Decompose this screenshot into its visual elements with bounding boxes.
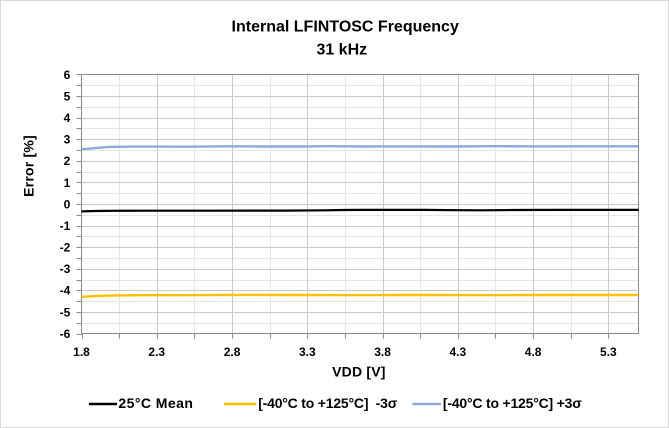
- svg-text:-2: -2: [60, 241, 71, 255]
- svg-text:-1: -1: [60, 219, 71, 233]
- svg-text:2.3: 2.3: [148, 345, 165, 359]
- svg-text:31 kHz: 31 kHz: [316, 41, 367, 58]
- svg-text:4.8: 4.8: [525, 345, 542, 359]
- svg-text:0: 0: [64, 197, 71, 211]
- svg-text:4: 4: [64, 111, 71, 125]
- svg-text:[-40°C to +125°C] -3σ: [-40°C to +125°C] -3σ: [258, 395, 398, 411]
- svg-text:3: 3: [64, 133, 71, 147]
- svg-text:4.3: 4.3: [450, 345, 467, 359]
- svg-text:5: 5: [64, 89, 71, 103]
- svg-text:VDD [V]: VDD [V]: [332, 363, 386, 379]
- svg-text:-6: -6: [60, 327, 71, 341]
- svg-text:1.8: 1.8: [73, 345, 90, 359]
- svg-text:6: 6: [64, 68, 71, 82]
- svg-text:[-40°C to +125°C] +3σ: [-40°C to +125°C] +3σ: [443, 395, 582, 411]
- svg-text:2.8: 2.8: [224, 345, 241, 359]
- svg-text:-5: -5: [60, 305, 71, 319]
- svg-text:Error [%]: Error [%]: [20, 135, 36, 197]
- svg-text:Internal LFINTOSC Frequency: Internal LFINTOSC Frequency: [232, 18, 459, 35]
- svg-text:-4: -4: [60, 284, 71, 298]
- svg-text:-3: -3: [60, 262, 71, 276]
- svg-text:1: 1: [64, 176, 71, 190]
- svg-text:5.3: 5.3: [600, 345, 617, 359]
- svg-text:3.8: 3.8: [374, 345, 391, 359]
- svg-text:2: 2: [64, 154, 71, 168]
- svg-text:3.3: 3.3: [299, 345, 316, 359]
- svg-text:25°C Mean: 25°C Mean: [118, 395, 193, 411]
